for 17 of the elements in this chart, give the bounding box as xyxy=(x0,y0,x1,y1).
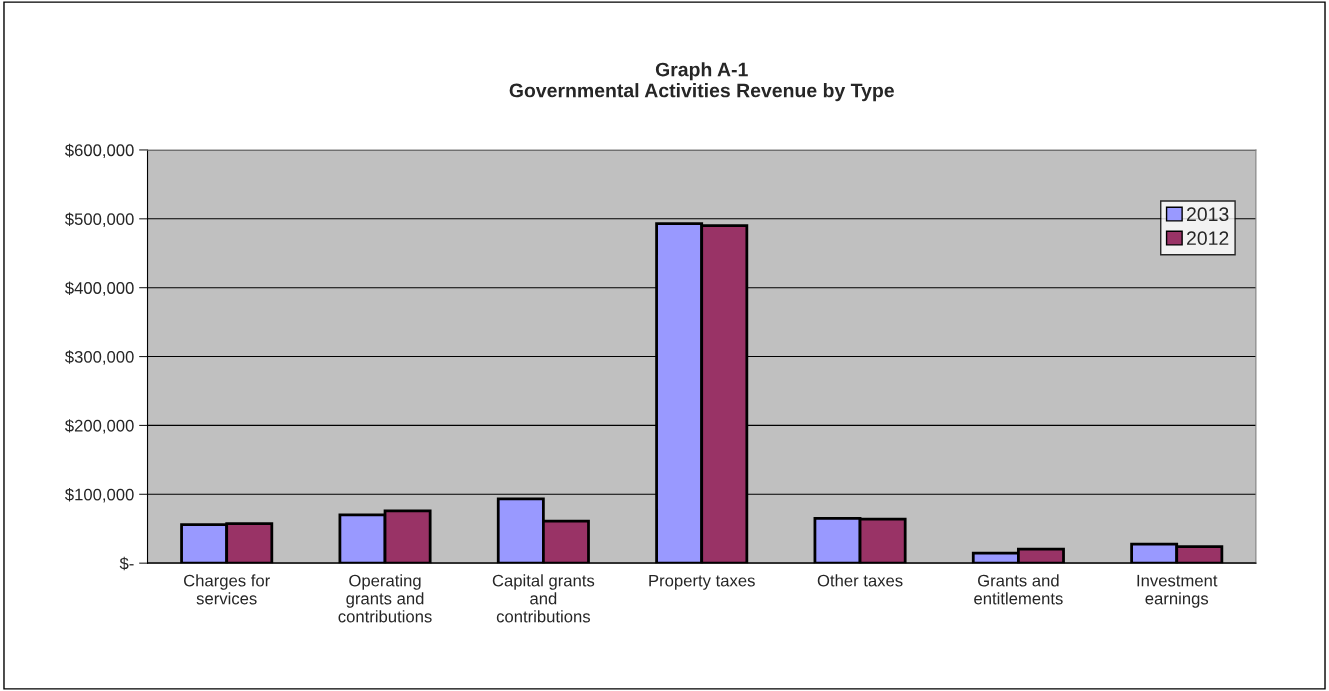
y-tick-label: $200,000 xyxy=(65,419,134,434)
legend-label: 2013 xyxy=(1186,207,1229,222)
y-tick-label: $300,000 xyxy=(65,350,134,365)
legend-label: 2012 xyxy=(1186,231,1229,246)
chart-title: Graph A-1 Governmental Activities Revenue by Type xyxy=(509,62,894,102)
x-tick-label: Capital grants and contributions xyxy=(492,574,595,623)
y-tick-label: $- xyxy=(119,556,134,571)
y-tick-label: $600,000 xyxy=(65,143,134,159)
x-tick-label: Other taxes xyxy=(817,574,903,587)
x-tick-label: Operating grants and contributions xyxy=(338,574,432,623)
x-tick-label: Charges for services xyxy=(184,574,270,605)
x-tick-label: Investment earnings xyxy=(1137,574,1218,608)
y-tick-label: $400,000 xyxy=(65,281,134,296)
x-tick-label: Property taxes xyxy=(649,574,755,590)
y-tick-label: $500,000 xyxy=(65,212,134,227)
y-tick-label: $100,000 xyxy=(65,488,134,503)
x-tick-label: Grants and entitlements xyxy=(974,574,1063,605)
